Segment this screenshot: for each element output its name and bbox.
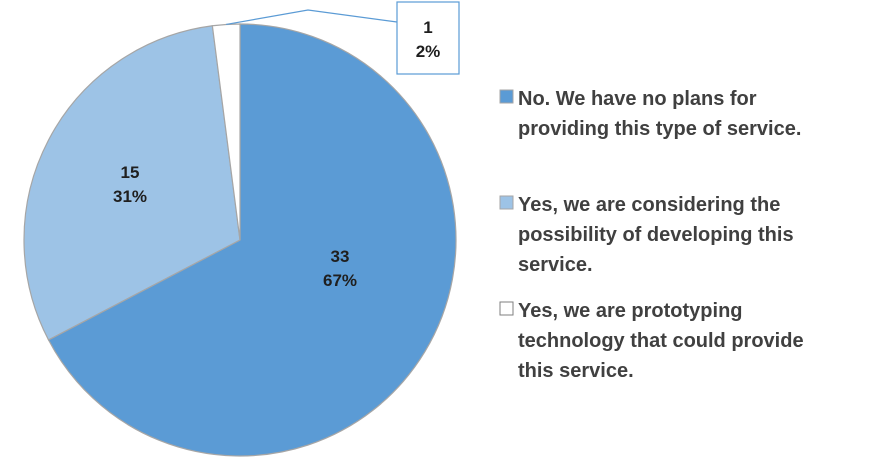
pie-slices: [23, 23, 457, 457]
legend-label-3: Yes, we are prototyping technology that c…: [518, 300, 804, 382]
legend-swatch-1: [499, 89, 514, 104]
legend-swatch-3: [499, 301, 514, 316]
pie-slice-1: [47, 23, 457, 457]
legend-label-2: Yes, we are considering the possibility o…: [518, 194, 794, 276]
data-label-value-2: 15: [121, 163, 140, 182]
callout-leader-line: [226, 9, 398, 26]
data-labels: 33 67% 15 31% 1 2%: [113, 1, 460, 290]
legend-label-1: No. We have no plans for providing this t…: [518, 88, 801, 140]
data-label-value-3: 1: [423, 18, 432, 37]
data-label-percent-1: 67%: [323, 271, 357, 290]
legend: No. We have no plans for providing this t…: [499, 88, 804, 382]
data-label-value-1: 33: [331, 247, 350, 266]
pie-slice-2: [23, 25, 241, 341]
legend-swatch-2: [499, 195, 514, 210]
data-label-percent-2: 31%: [113, 187, 147, 206]
data-label-percent-3: 2%: [416, 42, 441, 61]
callout-box: [396, 1, 460, 75]
